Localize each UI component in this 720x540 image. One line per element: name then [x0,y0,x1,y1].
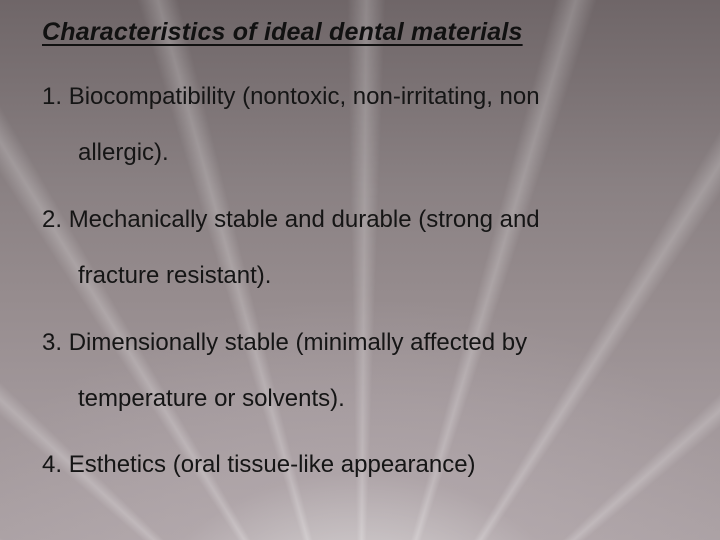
item-number: 4. [42,451,62,478]
list-item: 3. Dimensionally stable (minimally affec… [42,327,666,416]
item-first-line: 1. Biocompatibility (nontoxic, non-irrit… [42,81,666,113]
item-text-line1: Dimensionally stable (minimally affected… [69,329,527,356]
item-first-line: 2. Mechanically stable and durable (stro… [42,204,666,236]
list-item: 4. Esthetics (oral tissue-like appearanc… [42,449,666,481]
list-item: 2. Mechanically stable and durable (stro… [42,204,666,293]
list-item: 1. Biocompatibility (nontoxic, non-irrit… [42,81,666,170]
item-text-line1: Esthetics (oral tissue-like appearance) [69,451,476,478]
item-number: 2. [42,206,62,233]
item-first-line: 3. Dimensionally stable (minimally affec… [42,327,666,359]
item-text-line2: allergic). [42,137,666,169]
slide-content: Characteristics of ideal dental material… [0,0,720,482]
slide-title: Characteristics of ideal dental material… [42,18,666,47]
item-text-line1: Biocompatibility (nontoxic, non-irritati… [69,83,540,110]
item-number: 1. [42,83,62,110]
item-number: 3. [42,329,62,356]
characteristics-list: 1. Biocompatibility (nontoxic, non-irrit… [42,81,666,482]
item-text-line1: Mechanically stable and durable (strong … [69,206,540,233]
item-text-line2: temperature or solvents). [42,383,666,415]
item-first-line: 4. Esthetics (oral tissue-like appearanc… [42,449,666,481]
slide: Characteristics of ideal dental material… [0,0,720,540]
item-text-line2: fracture resistant). [42,260,666,292]
